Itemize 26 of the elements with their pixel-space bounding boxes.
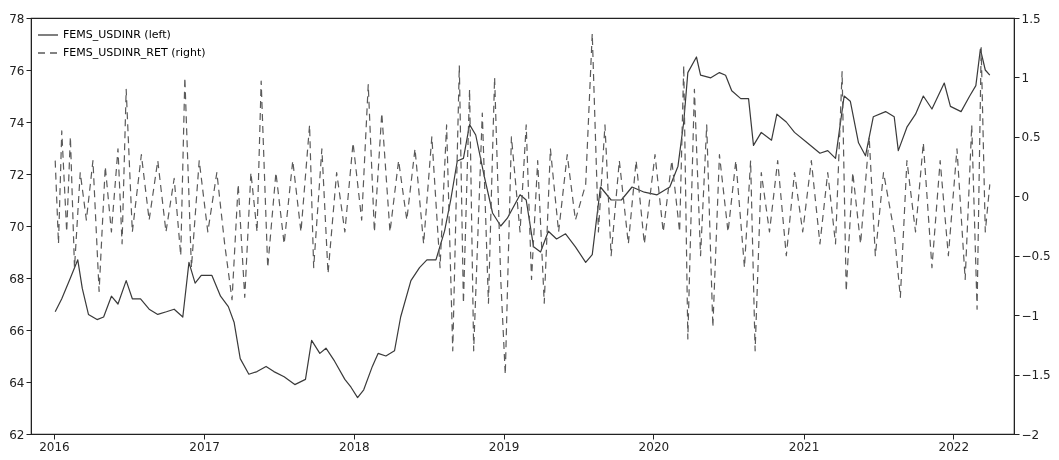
y-tick-label: 64 — [9, 375, 25, 390]
y-tick-label: 66 — [9, 323, 25, 338]
y-tick-label: 62 — [9, 427, 25, 442]
x-tick-label: 2019 — [488, 439, 520, 454]
y2-tick-label: 0.5 — [1021, 130, 1041, 145]
y2-tick-label: −1 — [1021, 308, 1040, 323]
y2-tick-label: −2 — [1021, 427, 1040, 442]
x-tick-label: 2020 — [638, 439, 670, 454]
y-tick-label: 78 — [9, 11, 25, 26]
y2-tick-label: −0.5 — [1021, 249, 1051, 264]
y-tick-label: 68 — [9, 271, 25, 286]
y2-tick-label: −1.5 — [1021, 368, 1051, 383]
y2-tick-label: 0 — [1021, 189, 1030, 204]
x-tick-label: 2018 — [339, 439, 370, 454]
x-tick-label: 2021 — [788, 439, 820, 454]
legend-label: FEMS_USDINR_RET (right) — [63, 46, 206, 59]
y2-tick-label: 1 — [1021, 70, 1030, 85]
legend-label: FEMS_USDINR (left) — [63, 28, 171, 41]
y2-tick-label: 1.5 — [1021, 11, 1041, 26]
x-tick-label: 2017 — [189, 439, 220, 454]
y-tick-label: 74 — [9, 115, 25, 130]
x-tick-label: 2022 — [938, 439, 970, 454]
y-tick-label: 76 — [9, 63, 25, 78]
y-tick-label: 70 — [9, 219, 25, 234]
y-tick-label: 72 — [9, 167, 25, 182]
x-tick-label: 2016 — [39, 439, 70, 454]
